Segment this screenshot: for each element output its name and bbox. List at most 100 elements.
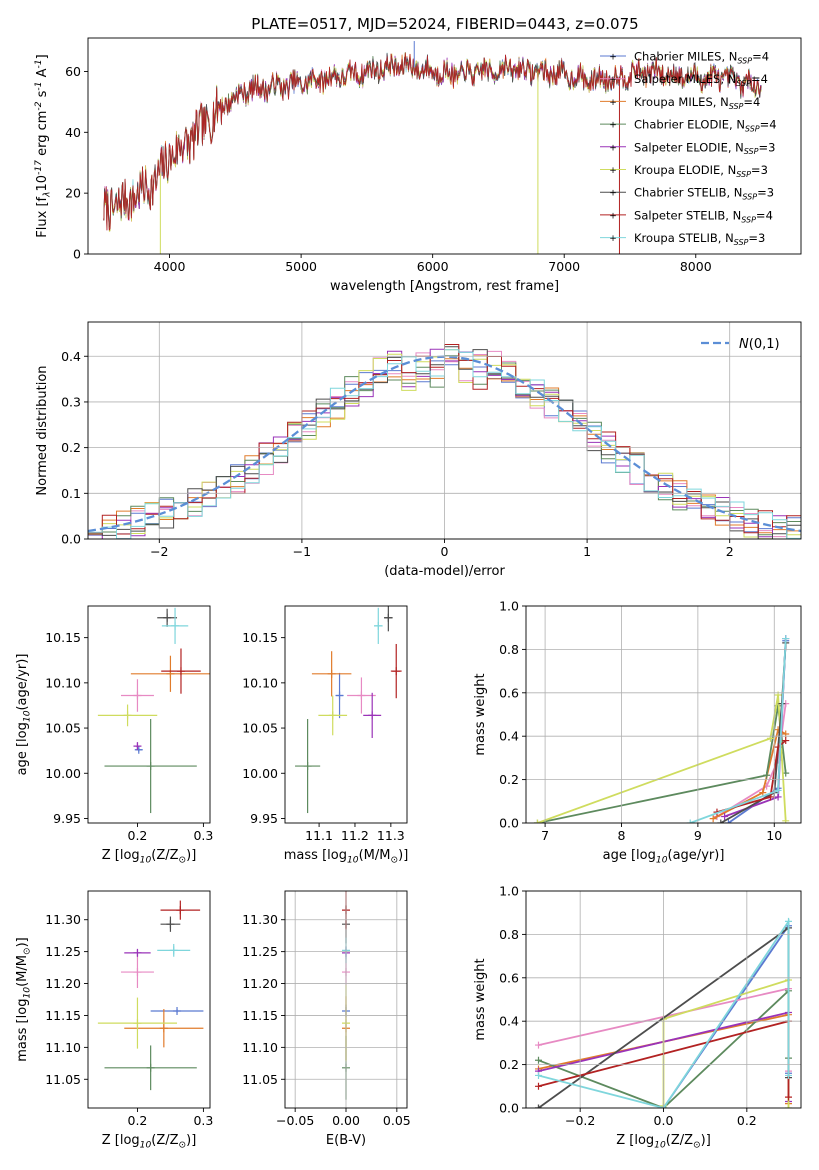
plot-area-2 — [97, 607, 210, 814]
legend-label: Kroupa MILES, NSSP=4 — [634, 95, 760, 111]
x-tick-label: 0.2 — [128, 828, 148, 843]
point-marker — [133, 948, 142, 957]
x-tick-label: 0.3 — [193, 1113, 213, 1128]
y-axis-label: Normed distribution — [35, 365, 50, 495]
axes-frame — [87, 37, 802, 255]
panel-3: 11.1 11.2 11.3 9.95 10.00 10.05 10.10 10.15 mass… — [242, 605, 409, 865]
y-tick-label: 60 — [65, 64, 81, 79]
x-tick-label: 8000 — [680, 259, 712, 274]
errorbar-point — [150, 1006, 204, 1015]
x-tick-label: 0.0 — [654, 1113, 674, 1128]
errorbar-point — [133, 742, 142, 751]
x-tick-label: 0.05 — [383, 1113, 411, 1128]
x-tick-label: 9 — [694, 828, 702, 843]
y-tick-label: 10.00 — [242, 766, 278, 781]
plot-area-5 — [97, 900, 204, 1091]
x-axis-label: age [log10(age/yr)] — [603, 848, 725, 865]
point-marker — [133, 742, 142, 751]
series-marker — [774, 793, 782, 801]
x-axis-label: Z [log10(Z/Z⊙)] — [102, 848, 197, 865]
legend-label: Salpeter ELODIE, NSSP=3 — [634, 140, 775, 156]
y-tick-label: 10.10 — [242, 675, 278, 690]
x-tick-label: 0.00 — [332, 1113, 360, 1128]
y-tick-label: 11.15 — [242, 1008, 278, 1023]
y-tick-label: 10.10 — [45, 675, 81, 690]
panel-1: N(0,1) −2 −1 0 1 2 0.0 0.1 0.2 0.3 0.4 (data-model)… — [35, 321, 802, 579]
x-axis-label: mass [log10(M/M⊙)] — [284, 848, 409, 865]
y-tick-label: 11.30 — [242, 912, 278, 927]
errorbar-point — [157, 943, 191, 957]
x-axis-label: (data-model)/error — [384, 564, 505, 579]
legend-label: Salpeter MILES, NSSP=4 — [634, 72, 768, 88]
y-tick-label: 0.4 — [61, 349, 81, 364]
series-marker — [785, 1093, 792, 1101]
point-marker — [392, 667, 401, 676]
point-marker — [384, 613, 393, 622]
series-marker — [782, 635, 790, 643]
x-tick-label: 11.1 — [305, 828, 333, 843]
errorbar-point — [161, 648, 201, 694]
plot-area-3 — [295, 606, 402, 814]
series-marker — [785, 917, 792, 925]
x-axis-label: Z [log10(Z/Z⊙)] — [616, 1133, 711, 1150]
errorbar-point — [134, 745, 143, 754]
series-marker — [686, 819, 694, 823]
axes-frame — [284, 605, 408, 824]
y-axis-label: mass [log10(M/M⊙)] — [15, 937, 32, 1062]
errorbar-point — [120, 956, 154, 989]
y-tick-label: 10.05 — [242, 721, 278, 736]
point-marker — [169, 946, 178, 955]
series-marker — [721, 812, 729, 820]
panel-6: −0.05 0.00 0.05 11.05 11.10 11.15 11.20 11.25 11… — [242, 890, 411, 1148]
y-tick-label: 10.15 — [242, 630, 278, 645]
x-tick-label: 10 — [766, 828, 782, 843]
x-tick-label: −0.2 — [565, 1113, 595, 1128]
errorbar-point — [104, 719, 197, 814]
y-tick-label: 0.0 — [61, 532, 81, 547]
errorbar-point — [120, 679, 154, 712]
y-tick-label: 0.2 — [61, 440, 81, 455]
x-tick-label: −1 — [293, 544, 311, 559]
y-tick-label: 0.4 — [499, 729, 519, 744]
y-axis-label: age [log10(age/yr)] — [15, 654, 32, 776]
y-tick-label: 0.2 — [499, 772, 519, 787]
series-marker — [533, 819, 541, 823]
errorbar-point — [390, 643, 402, 699]
point-marker — [171, 621, 180, 630]
point-marker — [173, 1006, 182, 1015]
panels: + Chabrier MILES, NSSP=4 + Salpeter MILES, … — [15, 37, 802, 1150]
x-tick-label: 7000 — [548, 259, 580, 274]
point-marker — [327, 669, 336, 678]
axes-frame — [525, 605, 802, 824]
series-marker — [724, 819, 732, 823]
errorbar-point — [335, 672, 344, 719]
figure-title: PLATE=0517, MJD=52024, FIBERID=0443, z=0… — [251, 15, 638, 33]
y-tick-label: 11.15 — [45, 1008, 81, 1023]
errorbar-point — [160, 916, 181, 932]
legend-label: Chabrier ELODIE, NSSP=4 — [634, 118, 777, 134]
y-tick-label: 11.10 — [242, 1040, 278, 1055]
series-line-8 — [538, 918, 790, 1108]
series-marker — [709, 815, 717, 823]
series-marker — [785, 1071, 792, 1079]
errorbar-point — [311, 651, 352, 697]
panel-7: −0.2 0.0 0.2 0.0 0.2 0.4 0.6 0.8 1.0 Z [log10(Z/Z… — [473, 884, 802, 1150]
x-tick-label: 5000 — [285, 259, 317, 274]
y-tick-label: 10.15 — [45, 630, 81, 645]
point-marker — [357, 691, 366, 700]
x-tick-label: 11.3 — [377, 828, 405, 843]
errorbar-point — [157, 608, 178, 627]
errorbar-point — [97, 704, 158, 727]
x-tick-label: −2 — [150, 544, 168, 559]
point-marker — [133, 1019, 142, 1028]
legend-marker: + — [609, 53, 617, 63]
errorbar-point — [347, 677, 376, 714]
legend-marker: + — [609, 189, 617, 199]
errorbar-point — [384, 606, 393, 632]
legend-marker: + — [609, 234, 617, 244]
errorbar-point — [104, 1045, 197, 1091]
y-tick-label: 0.8 — [499, 927, 519, 942]
panel-5: 0.2 0.3 11.05 11.10 11.15 11.20 11.25 11.30 Z [l… — [15, 890, 213, 1150]
plot-area-0 — [103, 41, 762, 254]
x-tick-label: 6000 — [417, 259, 449, 274]
